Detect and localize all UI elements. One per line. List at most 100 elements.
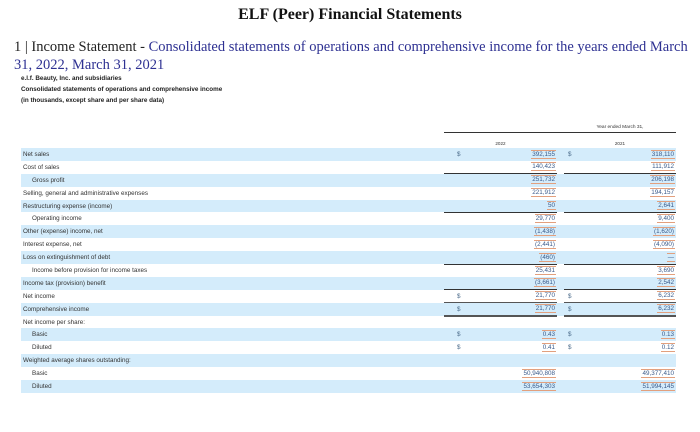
value-2022: 21,770 — [534, 291, 556, 301]
table-row: Diluted 53,654,303 51,994,145 — [21, 380, 676, 393]
value-2022-text: 392,155 — [531, 149, 556, 159]
value-2021-text: 51,994,145 — [641, 381, 675, 391]
row-label: Income tax (provision) benefit — [23, 279, 106, 287]
value-2021: (1,620) — [653, 226, 675, 236]
value-2022-text: (1,438) — [534, 226, 556, 236]
row-label: Net income per share: — [23, 318, 85, 326]
value-2021: 49,377,410 — [641, 368, 675, 378]
value-2021-text: (1,620) — [653, 226, 675, 236]
value-2022-text: (2,441) — [534, 239, 556, 249]
value-2021-text: 206,198 — [650, 175, 675, 185]
section-description: Consolidated statements of operations an… — [14, 39, 688, 73]
table-row: Basic 50,940,808 49,377,410 — [21, 367, 676, 380]
value-2022: 50 — [546, 201, 556, 211]
header-divider — [444, 132, 676, 133]
row-label: Diluted — [32, 383, 52, 391]
value-2021: 194,157 — [650, 188, 675, 198]
value-2022: 221,912 — [531, 188, 556, 198]
value-2022-text: 25,431 — [534, 265, 556, 275]
value-2021: 318,110 — [650, 149, 675, 159]
value-2022: 21,770 — [534, 304, 556, 314]
value-2022: (3,661) — [534, 278, 556, 288]
value-2022-text: 21,770 — [534, 291, 556, 301]
value-2021-text: 9,400 — [657, 213, 675, 223]
value-2021-text: (4,090) — [653, 239, 675, 249]
company-name: e.l.f. Beauty, Inc. and subsidiaries — [21, 75, 122, 82]
value-2022-text: 251,732 — [531, 175, 556, 185]
value-2021: (4,090) — [653, 239, 675, 249]
table-row: Net income $21,770 $6,232 — [21, 290, 676, 305]
table-row: Income tax (provision) benefit (3,661) 2,5… — [21, 276, 676, 291]
row-label: Loss on extinguishment of debt — [23, 254, 111, 262]
income-statement-table: Net sales $392,155 $318,110 Cost of sales 14… — [21, 148, 676, 393]
table-row: Other (expense) income, net (1,438) (1,620… — [21, 225, 676, 239]
value-2022-text: 0.41 — [541, 342, 556, 352]
value-2021: 0.12 — [660, 342, 675, 352]
row-label: Operating income — [32, 215, 82, 223]
value-2021: 6,232 — [657, 291, 675, 301]
row-label: Comprehensive income — [23, 305, 90, 313]
value-2021: — — [666, 252, 675, 262]
value-2021-text: 194,157 — [650, 188, 675, 198]
row-label: Weighted average shares outstanding: — [23, 357, 131, 365]
statement-name: Consolidated statements of operations an… — [21, 86, 223, 93]
subtotal-rule — [564, 289, 676, 291]
table-row: Net income per share: — [21, 316, 676, 329]
value-2021-text: 2,641 — [657, 201, 675, 211]
value-2022-text: 21,770 — [534, 304, 556, 314]
table-row: Income before provision for income taxes… — [21, 264, 676, 277]
value-2021-text: 111,912 — [651, 162, 675, 172]
table-row: Diluted $0.41 $0.12 — [21, 341, 676, 354]
row-label: Diluted — [32, 344, 52, 352]
currency-2022: $ — [457, 151, 461, 158]
subtotal-rule — [444, 263, 557, 265]
value-2021-text: — — [666, 252, 675, 262]
value-2021: 2,542 — [657, 278, 675, 288]
row-label: Net sales — [23, 151, 50, 158]
currency-2021: $ — [568, 151, 572, 158]
value-2021: 2,641 — [657, 201, 675, 211]
subtotal-rule — [444, 211, 557, 213]
subtotal-rule — [564, 211, 676, 213]
value-2022: 50,940,808 — [522, 368, 556, 378]
table-row: Interest expense, net (2,441) (4,090) — [21, 238, 676, 251]
value-2021: 0.13 — [660, 329, 675, 339]
value-2021-text: 3,690 — [657, 265, 675, 275]
row-label: Selling, general and administrative expe… — [23, 189, 148, 197]
currency-2021: $ — [568, 331, 572, 339]
table-row: Basic $0.43 $0.13 — [21, 328, 676, 342]
value-2022-text: 53,654,303 — [522, 381, 556, 391]
table-row: Weighted average shares outstanding: — [21, 354, 676, 368]
value-2022: 251,732 — [531, 175, 556, 185]
value-2022: (460) — [539, 252, 556, 262]
value-2022-text: 50,940,808 — [522, 368, 556, 378]
currency-2022: $ — [457, 292, 461, 300]
column-header-2022: 2022 — [495, 141, 506, 146]
table-row: Comprehensive income $21,770 $6,232 — [21, 302, 676, 318]
table-row: Loss on extinguishment of debt (460) — — [21, 251, 676, 265]
value-2021: 6,232 — [657, 304, 675, 314]
value-2022-text: (460) — [539, 252, 556, 262]
value-2021-text: 6,232 — [657, 304, 675, 314]
value-2022: 0.41 — [541, 342, 556, 352]
value-2022: 53,654,303 — [522, 381, 556, 391]
table-row: Gross profit 251,732 206,198 — [21, 173, 676, 187]
row-label: Restructuring expense (income) — [23, 202, 113, 210]
value-2021-text: 49,377,410 — [641, 368, 675, 378]
currency-2022: $ — [457, 305, 461, 313]
row-label: Basic — [32, 331, 48, 339]
currency-2021: $ — [568, 305, 572, 313]
value-2021: 206,198 — [650, 175, 675, 185]
section-heading: 1 | Income Statement - Consolidated stat… — [14, 38, 694, 74]
value-2022: 140,423 — [531, 162, 556, 172]
subtotal-rule — [564, 263, 676, 265]
value-2021-text: 0.13 — [660, 329, 675, 339]
value-2021: 51,994,145 — [641, 381, 675, 391]
table-row: Operating income 29,770 9,400 — [21, 212, 676, 225]
value-2022-text: 221,912 — [531, 188, 556, 198]
row-label: Gross profit — [32, 176, 65, 184]
row-label: Basic — [32, 370, 48, 378]
value-2021-text: 2,542 — [657, 278, 675, 288]
value-2021-text: 6,232 — [657, 291, 675, 301]
units-note: (in thousands, except share and per shar… — [21, 97, 165, 104]
